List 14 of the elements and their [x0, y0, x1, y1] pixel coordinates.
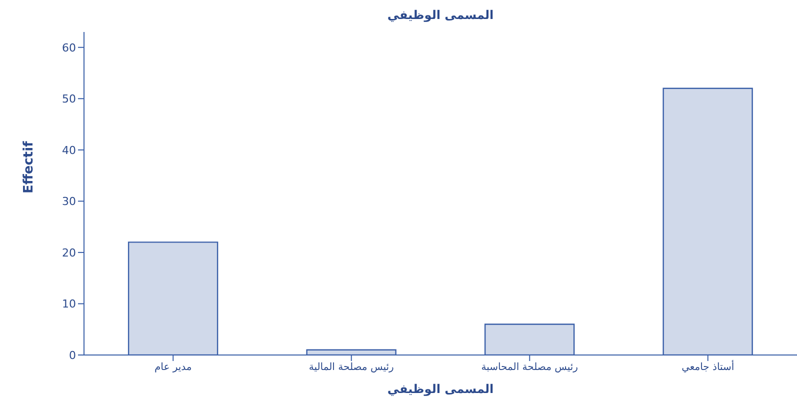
y-tick-label: 30 [62, 195, 76, 208]
x-tick-label: مدير عام [154, 362, 192, 374]
x-tick-label: رئيس مصلحة المالية [308, 362, 394, 374]
y-tick-label: 10 [62, 298, 76, 311]
x-tick-label: رئيس مصلحة المحاسبة [481, 362, 578, 374]
x-axis-title: المسمى الوظيفي [387, 382, 494, 396]
y-tick-label: 40 [62, 144, 76, 157]
y-tick-label: 50 [62, 92, 76, 106]
y-axis-title: Effectif [22, 140, 37, 194]
chart-title: المسمى الوظيفي [386, 8, 495, 22]
y-tick-label: 60 [62, 41, 76, 54]
y-tick-label: 20 [62, 246, 76, 260]
x-tick-label: أستاذ جامعي [682, 360, 734, 374]
y-tick-label: 0 [69, 348, 76, 362]
